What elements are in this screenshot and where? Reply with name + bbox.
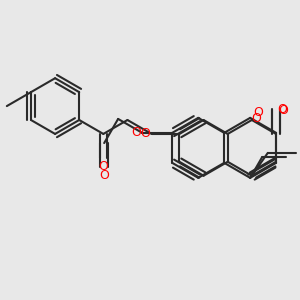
- Text: O: O: [141, 128, 151, 140]
- Text: O: O: [98, 160, 108, 172]
- Text: O: O: [99, 169, 109, 182]
- Text: O: O: [253, 106, 263, 119]
- Text: O: O: [251, 112, 261, 125]
- Text: O: O: [131, 126, 141, 140]
- Text: O: O: [277, 103, 287, 116]
- Text: O: O: [278, 104, 288, 117]
